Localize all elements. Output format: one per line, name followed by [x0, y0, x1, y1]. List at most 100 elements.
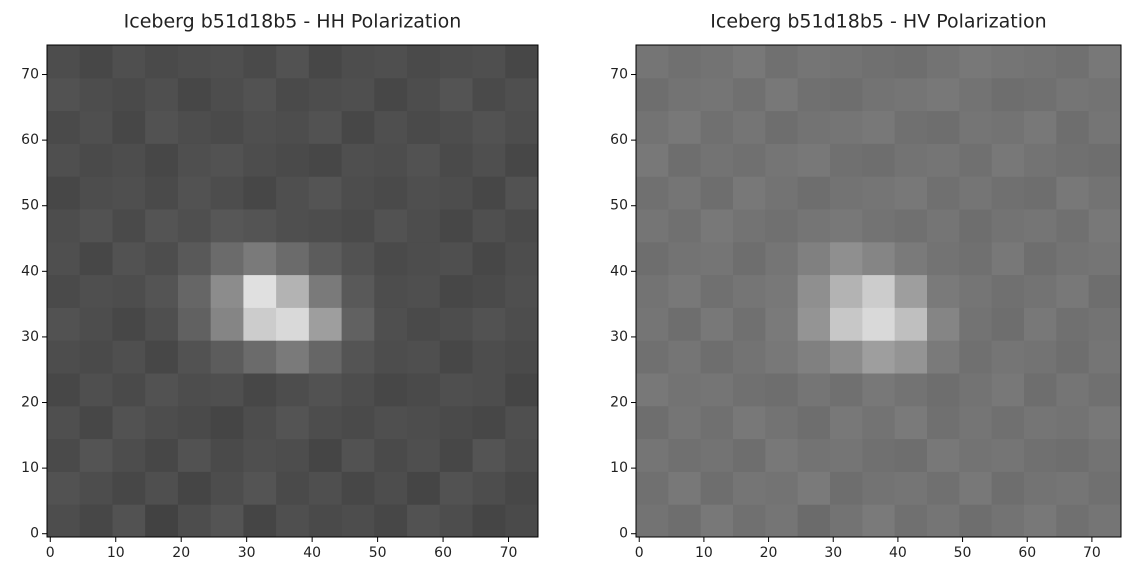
- heatmap-cell: [1088, 241, 1122, 276]
- heatmap-cell: [1088, 438, 1122, 472]
- heatmap-cell: [991, 209, 1025, 243]
- heatmap-cell: [636, 438, 669, 472]
- x-tick-label: 70: [1083, 545, 1101, 561]
- heatmap-cell: [1088, 143, 1122, 177]
- heatmap-cell: [112, 45, 146, 79]
- heatmap-cell: [927, 45, 960, 79]
- heatmap-cell: [47, 176, 81, 210]
- heatmap-cell: [959, 504, 993, 538]
- heatmap-cell: [374, 373, 408, 407]
- heatmap-cell: [243, 241, 277, 276]
- heatmap-cell: [1088, 77, 1122, 112]
- heatmap-cell: [145, 241, 179, 276]
- heatmap-cell: [243, 77, 277, 112]
- heatmap-cell: [700, 471, 734, 505]
- heatmap-cell: [145, 45, 179, 79]
- heatmap-cell: [765, 373, 799, 407]
- heatmap-cell: [636, 274, 669, 308]
- heatmap-cell: [894, 504, 928, 538]
- heatmap-cell: [1024, 176, 1057, 210]
- heatmap-cell: [927, 110, 960, 144]
- heatmap-cell: [733, 373, 766, 407]
- heatmap-cell: [862, 340, 896, 374]
- heatmap-cell: [830, 209, 863, 243]
- heatmap-cell: [505, 405, 539, 440]
- heatmap-cell: [830, 373, 863, 407]
- heatmap-cell: [927, 373, 960, 407]
- heatmap-cell: [79, 438, 113, 472]
- heatmap-cell: [243, 340, 277, 374]
- heatmap-cell: [765, 110, 799, 144]
- heatmap-cell: [636, 45, 669, 79]
- heatmap-cell: [830, 110, 863, 144]
- x-tick-label: 30: [238, 545, 256, 561]
- heatmap-cell: [733, 209, 766, 243]
- heatmap-cell: [341, 77, 375, 112]
- heatmap-cell: [79, 373, 113, 407]
- heatmap-cell: [862, 209, 896, 243]
- heatmap-cell: [243, 307, 277, 341]
- heatmap-cell: [1088, 110, 1122, 144]
- heatmap-cell: [894, 176, 928, 210]
- heatmap-cell: [765, 241, 799, 276]
- heatmap-cell: [991, 274, 1025, 308]
- heatmap-cell: [1088, 209, 1122, 243]
- heatmap-cell: [991, 471, 1025, 505]
- heatmap-cell: [1024, 307, 1057, 341]
- heatmap-cell: [668, 307, 702, 341]
- heatmap-cell: [276, 438, 310, 472]
- heatmap-cell: [243, 209, 277, 243]
- heatmap-cell: [472, 438, 506, 472]
- heatmap-cell: [959, 274, 993, 308]
- heatmap-cell: [1088, 405, 1122, 440]
- heatmap-cell: [862, 110, 896, 144]
- heatmap-cell: [472, 143, 506, 177]
- heatmap-cell: [959, 110, 993, 144]
- heatmap-cell: [47, 110, 81, 144]
- y-tick-label: 60: [610, 132, 628, 148]
- heatmap-cell: [308, 176, 343, 210]
- heatmap-cell: [862, 373, 896, 407]
- heatmap-cell: [1056, 45, 1090, 79]
- heatmap-cell: [145, 77, 179, 112]
- heatmap-cell: [505, 209, 539, 243]
- x-tick-label: 20: [760, 545, 778, 561]
- heatmap-cell: [1056, 77, 1090, 112]
- heatmap-cell: [1024, 405, 1057, 440]
- heatmap-cell: [894, 209, 928, 243]
- heatmap-cell: [276, 340, 310, 374]
- heatmap-cell: [797, 471, 831, 505]
- heatmap-cell: [1088, 176, 1122, 210]
- heatmap-cell: [894, 471, 928, 505]
- heatmap-cell: [1088, 373, 1122, 407]
- heatmap-cell: [210, 110, 244, 144]
- y-tick-label: 10: [21, 460, 39, 476]
- x-tick-label: 20: [172, 545, 190, 561]
- heatmap-cell: [862, 438, 896, 472]
- x-tick-label: 10: [107, 545, 125, 561]
- heatmap-cell: [830, 307, 863, 341]
- heatmap-cell: [505, 307, 539, 341]
- heatmap-cell: [733, 45, 766, 79]
- heatmap-cell: [308, 373, 343, 407]
- heatmap-cell: [276, 209, 310, 243]
- heatmap-cell: [439, 307, 474, 341]
- heatmap-cell: [959, 143, 993, 177]
- heatmap-cell: [47, 438, 81, 472]
- heatmap-cell: [341, 45, 375, 79]
- heatmap-cell: [668, 405, 702, 440]
- heatmap-cell: [407, 77, 441, 112]
- heatmap-cell: [733, 77, 766, 112]
- heatmap-cell: [505, 504, 539, 538]
- heatmap-cell: [959, 45, 993, 79]
- heatmap-cell: [145, 176, 179, 210]
- heatmap-cell: [797, 209, 831, 243]
- heatmap-cell: [439, 373, 474, 407]
- heatmap-cell: [47, 45, 81, 79]
- heatmap-cell: [407, 143, 441, 177]
- heatmap-cell: [700, 77, 734, 112]
- heatmap-cell: [959, 241, 993, 276]
- heatmap-cell: [439, 209, 474, 243]
- heatmap-cell: [797, 143, 831, 177]
- heatmap-cell: [862, 307, 896, 341]
